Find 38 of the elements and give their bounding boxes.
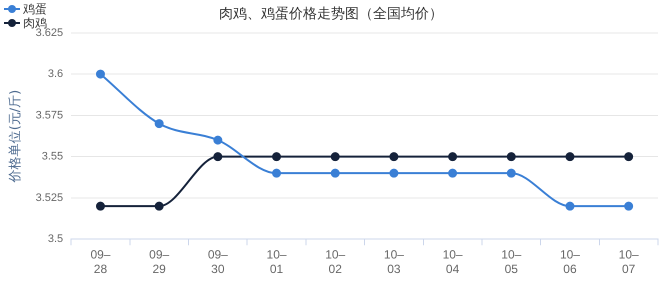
point bbox=[154, 202, 164, 211]
y-tick-label: 3.575 bbox=[36, 109, 64, 122]
y-axis-title: 价格单位(元/斤) bbox=[8, 90, 24, 184]
point bbox=[330, 152, 340, 162]
x-tick-label: 10– 06 bbox=[560, 248, 580, 276]
point bbox=[213, 152, 222, 162]
x-tick-label: 09– 29 bbox=[149, 248, 170, 276]
point bbox=[624, 202, 634, 211]
y-tick-label: 3.55 bbox=[42, 150, 64, 163]
point bbox=[565, 202, 574, 211]
x-tick-label: 10– 01 bbox=[266, 248, 287, 276]
x-tick-label: 10– 03 bbox=[384, 248, 404, 276]
point bbox=[448, 152, 458, 162]
point bbox=[624, 152, 634, 162]
point bbox=[389, 168, 398, 178]
x-tick-label: 10– 02 bbox=[325, 248, 346, 276]
x-tick-label: 09– 30 bbox=[208, 248, 228, 276]
point bbox=[96, 70, 105, 79]
point bbox=[154, 119, 164, 128]
point bbox=[389, 152, 398, 162]
y-tick-label: 3.6 bbox=[48, 68, 64, 80]
chart-title: 肉鸡、鸡蛋价格走势图（全国均价） bbox=[219, 6, 443, 22]
x-tick-label: 10– 07 bbox=[618, 248, 639, 276]
x-tick-label: 09– 28 bbox=[90, 248, 111, 276]
point bbox=[330, 168, 340, 178]
point bbox=[272, 168, 282, 178]
point bbox=[213, 136, 222, 145]
point bbox=[565, 152, 574, 162]
point bbox=[448, 168, 458, 178]
y-tick-label: 3.5 bbox=[48, 233, 64, 246]
x-tick-label: 10– 05 bbox=[501, 248, 522, 276]
point bbox=[506, 152, 516, 162]
legend-label: 鸡蛋 bbox=[23, 2, 47, 16]
point bbox=[506, 168, 516, 178]
y-tick-label: 3.525 bbox=[36, 192, 64, 204]
point bbox=[96, 202, 105, 211]
x-tick-label: 10– 04 bbox=[442, 248, 463, 276]
point bbox=[272, 152, 282, 162]
